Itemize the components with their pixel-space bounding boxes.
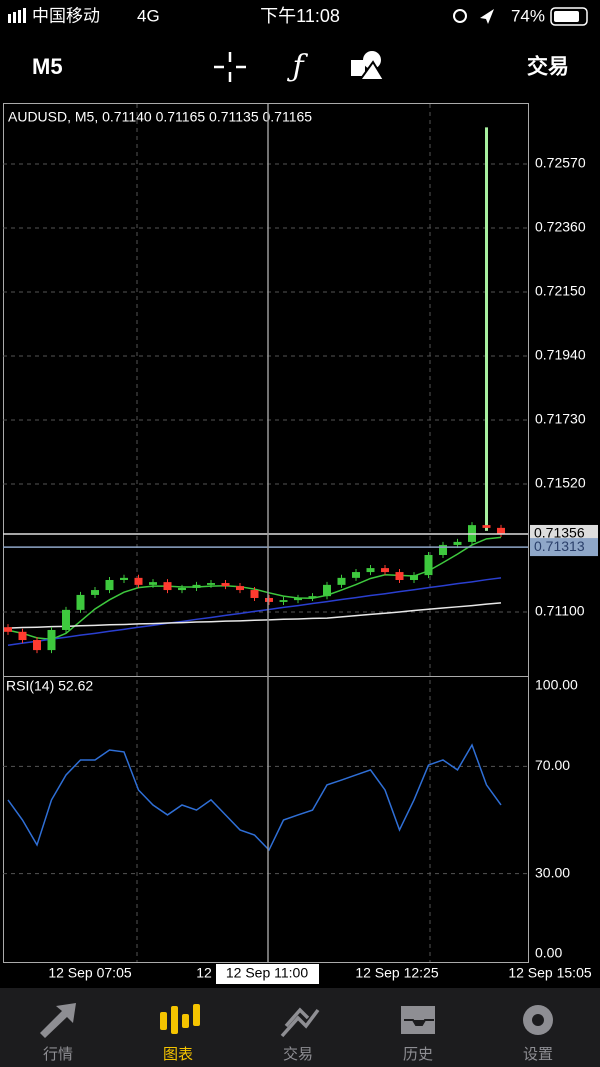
candle-body — [497, 527, 505, 534]
candle-body — [149, 582, 157, 585]
candle-body — [221, 583, 230, 587]
y-tick-label: 100.00 — [535, 677, 578, 693]
candle-body — [62, 609, 70, 630]
signal-bar — [18, 10, 21, 23]
x-tick-label: 12 Sep 12:25 — [355, 965, 439, 981]
tab-bar — [0, 988, 600, 1067]
signal-bar — [8, 14, 11, 23]
tab-icons — [40, 1003, 553, 1038]
vertical-grid — [136, 104, 431, 962]
candle-body — [207, 583, 215, 585]
candle-body — [395, 572, 404, 580]
candle-body — [381, 568, 389, 573]
battery-icon — [550, 7, 588, 26]
price-label-box — [530, 538, 598, 557]
plot-layer: 0.72570 0.72360 0.72150 0.71940 0.71730 0.715… — [3, 109, 598, 981]
candle-body — [163, 582, 172, 591]
y-tick-label: 0.71730 — [535, 411, 586, 427]
location-icon — [480, 9, 494, 24]
tab-label[interactable]: 历史 — [403, 1046, 433, 1063]
signal-bar — [13, 12, 16, 23]
tab-label[interactable]: 设置 — [523, 1046, 553, 1063]
candle-body — [424, 554, 433, 576]
timeframe[interactable]: M5 — [32, 54, 63, 79]
tab-label[interactable]: 交易 — [283, 1045, 313, 1063]
price-label: 0.71313 — [534, 538, 585, 554]
y-tick-label: 70.00 — [535, 757, 570, 773]
candle-body — [33, 640, 41, 651]
candle-body — [352, 572, 360, 578]
y-tick-label: 0.72570 — [535, 155, 586, 171]
crosshair-button[interactable] — [214, 52, 246, 82]
candle-body — [308, 596, 317, 598]
indicators-button[interactable]: ƒ — [286, 49, 308, 84]
price-label: 0.71356 — [534, 525, 585, 541]
carrier: 中国移动 — [32, 6, 100, 25]
candle-body — [279, 600, 288, 602]
candle-body — [105, 579, 114, 591]
candle-body — [410, 575, 418, 580]
objects-button[interactable] — [351, 51, 386, 81]
chart-title: AUDUSD, M5, 0.71140 0.71165 0.71135 0.71… — [8, 109, 312, 125]
trade-button[interactable]: 交易 — [527, 55, 569, 79]
x-tick-label: 12 — [196, 965, 212, 981]
candle-body — [178, 587, 186, 591]
status-bar: 中国移动 4G 下午11:08 74% — [8, 6, 588, 26]
moving-average — [7, 602, 502, 629]
candle-body — [76, 594, 85, 610]
candle-body — [453, 541, 462, 545]
lock-icon — [453, 9, 467, 23]
candle-body — [91, 590, 99, 595]
candle-body — [18, 631, 27, 641]
candle-body — [323, 584, 331, 597]
candle-body — [337, 577, 346, 585]
rsi-line — [7, 743, 502, 852]
tab-label[interactable]: 行情 — [43, 1046, 73, 1063]
candle-body — [294, 597, 302, 601]
candle-body — [4, 627, 12, 632]
clock: 下午11:08 — [260, 6, 340, 26]
crosshair-label-box — [216, 964, 319, 984]
chart-title: RSI(14) 52.62 — [6, 678, 93, 694]
battery-percent: 74% — [511, 6, 545, 25]
tab-labels: 行情 图表 交易 历史 设置 — [43, 1045, 553, 1063]
crosshair-label: 12 Sep 11:00 — [226, 965, 308, 981]
chart-frame — [3, 103, 529, 963]
candle-body — [134, 577, 143, 585]
signal-bar — [23, 8, 26, 23]
y-tick-label: 0.71940 — [535, 347, 586, 363]
tab-label[interactable]: 图表 — [163, 1046, 193, 1063]
candle-body — [120, 577, 128, 580]
candle-body — [439, 544, 447, 555]
x-tick-label: 12 Sep 07:05 — [48, 965, 132, 981]
y-tick-label: 0.72360 — [535, 219, 586, 235]
y-tick-label: 30.00 — [535, 864, 570, 880]
candle-body — [236, 586, 244, 591]
candle-body — [250, 590, 259, 598]
candle-body — [366, 568, 375, 573]
candle-body — [192, 584, 201, 588]
y-tick-label: 0.71520 — [535, 475, 586, 491]
network: 4G — [137, 6, 160, 25]
candle-body — [47, 629, 56, 651]
moving-average — [7, 577, 502, 646]
y-tick-label: 0.71100 — [535, 603, 585, 619]
x-tick-label: 12 Sep 15:05 — [508, 965, 592, 981]
battery-level — [554, 11, 579, 22]
toolbar: M5 ƒ 交易 — [32, 49, 569, 84]
y-tick-label: 0.72150 — [535, 283, 586, 299]
y-tick-label: 0.00 — [535, 945, 562, 961]
candle-body — [482, 525, 491, 528]
candle-body — [265, 597, 273, 602]
